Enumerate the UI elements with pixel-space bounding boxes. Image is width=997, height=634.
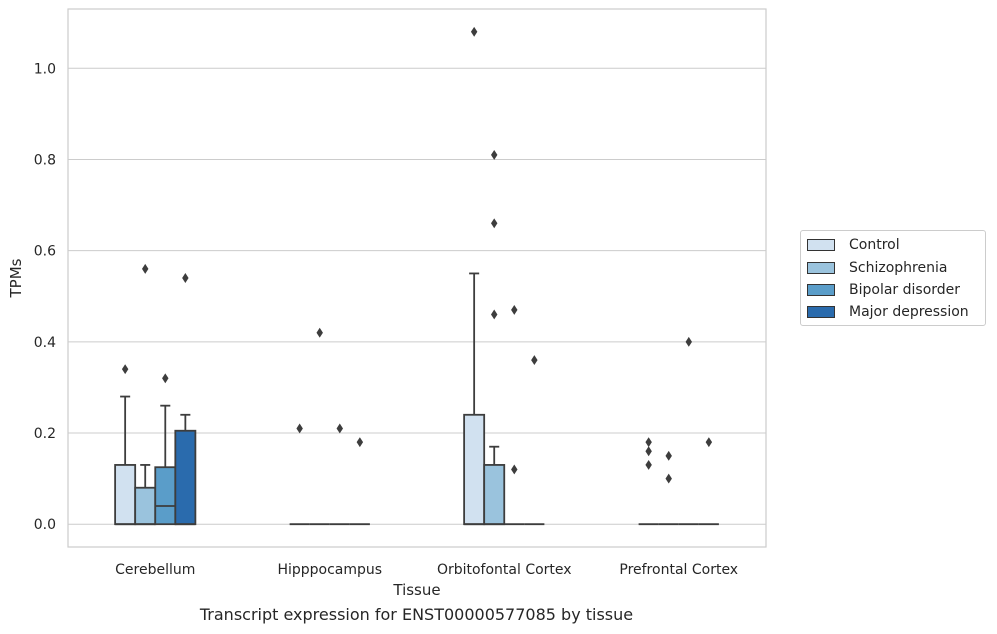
box-schizophrenia <box>134 263 157 526</box>
outlier-point <box>182 273 189 283</box>
legend-label: Bipolar disorder <box>849 282 961 298</box>
y-axis-label: TPMs <box>7 258 25 298</box>
legend-item-bipolar-disorder: Bipolar disorder <box>807 280 960 300</box>
outlier-point <box>685 336 693 347</box>
outlier-point <box>645 446 652 457</box>
legend: Control Schizophrenia Bipolar disorder M… <box>800 230 986 326</box>
legend-item-major-depression: Major depression <box>807 302 969 322</box>
iqr-box <box>114 464 137 526</box>
x-tick-label: Orbitofontal Cortex <box>437 562 572 578</box>
iqr-box <box>483 464 506 526</box>
outlier-point <box>511 304 518 315</box>
box-schizophrenia <box>309 327 330 526</box>
iqr-box <box>174 429 197 526</box>
gridlines <box>68 67 766 525</box>
outlier-point <box>511 464 518 475</box>
box-bipolar-disorder <box>154 373 177 526</box>
box-bipolar-disorder <box>504 304 525 526</box>
outlier-point <box>665 473 672 484</box>
legend-item-control: Control <box>807 235 900 255</box>
box-control <box>114 364 137 526</box>
outlier-point <box>490 309 498 320</box>
outlier-point <box>356 437 364 448</box>
x-axis-label: Tissue <box>392 581 440 599</box>
outlier-point <box>336 423 344 434</box>
box-control <box>463 26 486 526</box>
box-control <box>289 423 310 526</box>
box-major-depression <box>174 273 197 526</box>
y-tick-label: 0.4 <box>34 335 56 351</box>
outlier-point <box>531 355 538 366</box>
y-tick-label: 0.8 <box>34 152 56 168</box>
outlier-point <box>316 327 323 338</box>
chart-caption: Transcript expression for ENST0000057708… <box>199 605 634 624</box>
y-tick-label: 0.2 <box>34 426 56 442</box>
legend-label: Schizophrenia <box>849 260 948 276</box>
x-tick-label: Cerebellum <box>115 562 195 578</box>
outlier-point <box>121 364 129 375</box>
plot-frame <box>67 8 767 548</box>
legend-swatch <box>807 306 835 318</box>
outlier-point <box>162 373 169 384</box>
legend-swatch <box>807 239 835 251</box>
box-control <box>638 437 659 526</box>
outlier-point <box>490 149 498 160</box>
legend-swatch <box>807 262 835 274</box>
box-major-depression <box>349 437 370 526</box>
outlier-point <box>665 450 672 461</box>
y-tick-label: 1.0 <box>34 61 56 77</box>
outlier-point <box>296 423 303 434</box>
outlier-point <box>470 26 478 37</box>
legend-swatch <box>807 284 835 296</box>
box-schizophrenia <box>658 450 679 526</box>
legend-item-schizophrenia: Schizophrenia <box>807 258 947 278</box>
y-tick-label: 0.6 <box>34 244 56 260</box>
outlier-point <box>141 263 149 274</box>
box-major-depression <box>698 437 719 526</box>
box-schizophrenia <box>483 149 506 526</box>
box-bipolar-disorder <box>678 336 699 526</box>
box-series <box>114 26 719 526</box>
legend-label: Control <box>849 237 900 253</box>
legend-label: Major depression <box>849 304 969 320</box>
outlier-point <box>645 459 652 470</box>
box-major-depression <box>524 355 545 526</box>
x-tick-label: Hipppocampus <box>277 562 382 578</box>
outlier-point <box>705 437 713 448</box>
iqr-box <box>463 413 486 526</box>
iqr-box <box>134 486 157 526</box>
outlier-point <box>490 218 498 229</box>
y-tick-label: 0.0 <box>34 517 56 533</box>
iqr-box <box>154 466 177 526</box>
outlier-point <box>645 437 652 448</box>
axis-ticks: 0.0 0.2 0.4 0.6 0.8 1.0 Cerebellum Hipppocampus… <box>34 61 738 578</box>
box-bipolar-disorder <box>329 423 350 526</box>
x-tick-label: Prefrontal Cortex <box>619 562 738 578</box>
